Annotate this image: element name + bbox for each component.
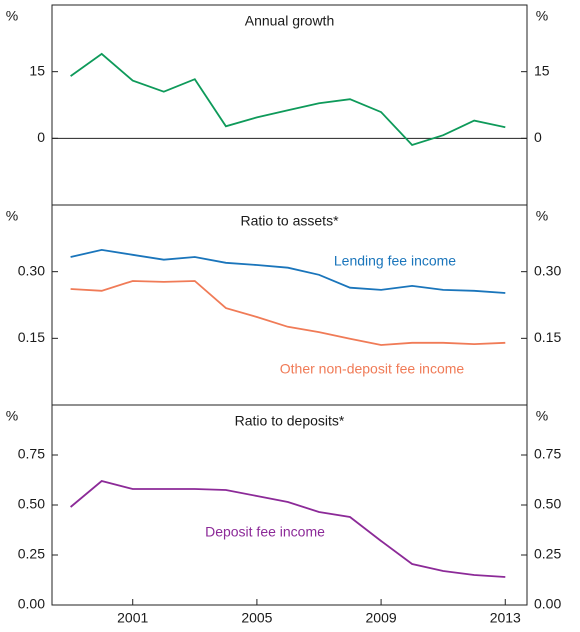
unit-label-right: % [536, 408, 548, 424]
y-tick-label-left: 0 [37, 129, 45, 145]
panel-title: Ratio to assets* [240, 213, 339, 229]
series-line [70, 248, 506, 294]
y-tick-label-left: 15 [29, 62, 45, 78]
panel-title: Ratio to deposits* [235, 413, 345, 429]
unit-label-right: % [536, 8, 548, 24]
y-tick-label-right: 15 [534, 62, 550, 78]
y-tick-label-right: 0.75 [534, 446, 561, 462]
y-tick-label-right: 0.50 [534, 496, 561, 512]
series-line [70, 280, 506, 346]
series-line [70, 480, 506, 578]
unit-label-left: % [6, 208, 18, 224]
x-tick-label: 2005 [241, 610, 272, 626]
y-tick-label-left: 0.00 [18, 596, 45, 612]
x-tick-label: 2013 [490, 610, 521, 626]
y-tick-label-right: 0.15 [534, 329, 561, 345]
y-tick-label-right: 0.00 [534, 596, 561, 612]
x-tick-label: 2009 [366, 610, 397, 626]
panel-title: Annual growth [245, 13, 335, 29]
series-line [70, 52, 506, 147]
y-tick-label-right: 0.25 [534, 546, 561, 562]
unit-label-left: % [6, 408, 18, 424]
panel-frame [51, 404, 528, 606]
series-label: Lending fee income [334, 253, 456, 269]
series-label: Deposit fee income [205, 524, 325, 540]
series-label: Other non-deposit fee income [280, 361, 465, 377]
y-tick-label-left: 0.30 [18, 262, 45, 278]
panel-frame [51, 4, 528, 206]
y-tick-label-left: 0.75 [18, 446, 45, 462]
y-tick-label-left: 0.50 [18, 496, 45, 512]
y-tick-label-left: 0.25 [18, 546, 45, 562]
y-tick-label-right: 0.30 [534, 262, 561, 278]
y-tick-label-left: 0.15 [18, 329, 45, 345]
x-tick-label: 2001 [117, 610, 148, 626]
unit-label-right: % [536, 208, 548, 224]
unit-label-left: % [6, 8, 18, 24]
y-tick-label-right: 0 [534, 129, 542, 145]
